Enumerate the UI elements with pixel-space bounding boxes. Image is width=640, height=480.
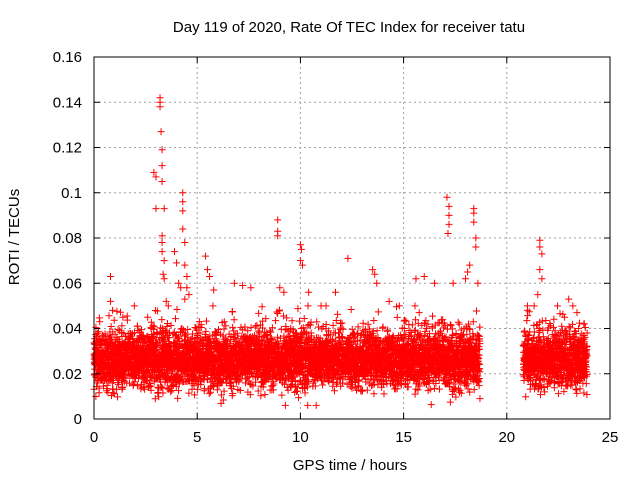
data-point	[150, 323, 158, 331]
data-point	[95, 384, 103, 392]
data-point	[119, 383, 127, 391]
data-point	[130, 329, 138, 337]
data-point	[96, 318, 104, 326]
data-points-layer	[90, 94, 591, 409]
data-point	[123, 316, 131, 324]
data-point	[110, 390, 118, 398]
data-point	[111, 330, 119, 338]
data-point	[134, 326, 142, 334]
data-point	[105, 312, 113, 320]
data-point	[114, 326, 122, 334]
data-point	[114, 381, 122, 389]
data-point	[116, 308, 124, 316]
data-point	[133, 381, 141, 389]
data-point	[95, 328, 103, 336]
data-point	[139, 384, 147, 392]
data-point	[139, 331, 147, 339]
data-point	[93, 329, 101, 337]
data-point	[103, 381, 111, 389]
data-point	[130, 302, 138, 310]
data-point	[145, 381, 153, 389]
data-point	[107, 322, 115, 330]
data-point	[147, 318, 155, 326]
data-point	[147, 386, 155, 394]
data-point	[114, 393, 122, 401]
data-point	[110, 316, 118, 324]
data-point	[141, 385, 149, 393]
data-point	[109, 389, 117, 397]
data-point	[99, 382, 107, 390]
data-point	[149, 322, 157, 330]
data-point	[125, 379, 133, 387]
data-point	[113, 307, 121, 315]
data-point	[118, 322, 126, 330]
data-point	[138, 326, 146, 334]
